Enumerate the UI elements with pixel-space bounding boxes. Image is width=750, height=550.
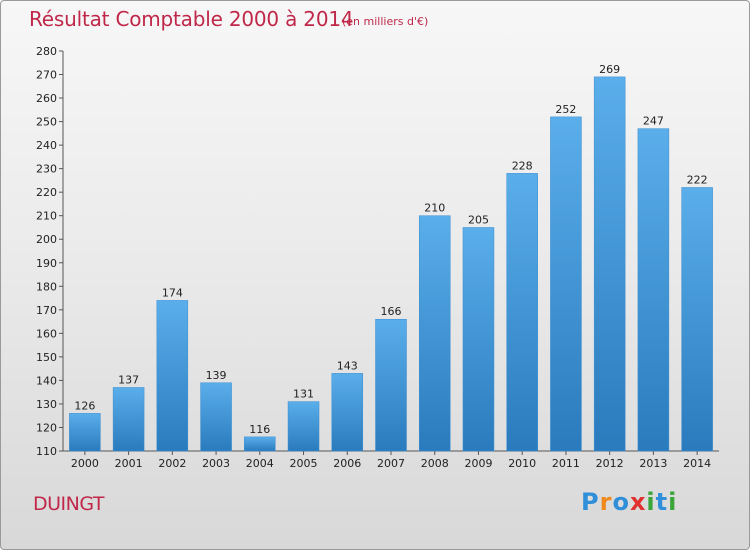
logo-letter: i [646,488,656,516]
logo-letter: x [629,488,647,516]
x-tick-label-2005: 2005 [290,457,318,470]
logo-letter: r [599,488,613,516]
bar-2005 [287,401,320,452]
y-tick-label: 120 [36,421,57,434]
y-tick-label: 240 [36,139,57,152]
y-tick-label: 260 [36,92,57,105]
logo-letter: t [655,488,669,516]
data-label-2001: 137 [118,373,139,386]
logo-letter: o [612,488,630,516]
data-label-2003: 139 [206,369,227,382]
data-label-2014: 222 [687,173,708,186]
x-tick-label-2007: 2007 [377,457,405,470]
bar-2006 [331,373,364,452]
y-tick-label: 160 [36,327,57,340]
x-tick-label-2013: 2013 [639,457,667,470]
y-tick-label: 180 [36,280,57,293]
data-label-2007: 166 [381,305,402,318]
bar-2013 [637,128,670,452]
logo-letter: P [581,488,600,516]
y-tick-label: 270 [36,69,57,82]
x-tick-label-2009: 2009 [464,457,492,470]
commune-name: DUINGT [33,493,105,515]
data-label-2012: 269 [599,63,620,76]
y-tick-label: 220 [36,186,57,199]
data-label-2002: 174 [162,286,183,299]
bar-2004 [244,436,276,452]
axes: 110 120 130 140 150 160 170 180 190 200 210 220 230 2… [36,45,719,458]
logo-letter: i [668,488,678,516]
y-tick-label: 280 [36,45,57,58]
y-tick-label: 110 [36,445,57,458]
bar-2000 [69,413,101,452]
data-label-2010: 228 [512,159,533,172]
bar-2009 [462,227,495,452]
y-tick-label: 190 [36,257,57,270]
y-tick-label: 200 [36,233,57,246]
data-label-2011: 252 [555,103,576,116]
bar-2014 [681,187,713,452]
y-tick-label: 130 [36,398,57,411]
bar-2002 [156,300,189,452]
data-label-2013: 247 [643,115,664,128]
data-label-2005: 131 [293,388,314,401]
x-tick-label-2012: 2012 [596,457,624,470]
y-tick-label: 230 [36,163,57,176]
proxiti-logo: Proxiti [581,488,677,516]
x-tick-label-2000: 2000 [71,457,99,470]
data-label-2009: 205 [468,213,489,226]
data-label-2008: 210 [424,202,445,215]
data-label-2000: 126 [74,399,95,412]
bar-2001 [112,387,145,452]
x-tick-label-2002: 2002 [158,457,186,470]
y-tick-label: 210 [36,210,57,223]
bar-2012 [593,76,626,452]
x-tick-label-2014: 2014 [683,457,711,470]
x-tick-label-2003: 2003 [202,457,230,470]
chart-unit: (en milliers d'€) [342,15,429,28]
chart-title: Résultat Comptable 2000 à 2014 [29,7,354,31]
data-label-2006: 143 [337,359,358,372]
x-tick-label-2011: 2011 [552,457,580,470]
labels: 126 2000 137 2001 174 2002 139 2003 116 2004 131 20… [71,63,711,470]
y-tick-label: 150 [36,351,57,364]
bar-2011 [550,116,582,452]
bar-2003 [200,382,232,452]
x-tick-label-2004: 2004 [246,457,274,470]
bar-2007 [375,318,407,452]
data-label-2004: 116 [249,423,270,436]
x-tick-label-2001: 2001 [115,457,143,470]
bar-2010 [506,173,538,452]
x-tick-label-2008: 2008 [421,457,449,470]
y-tick-label: 250 [36,116,57,129]
x-tick-label-2006: 2006 [333,457,361,470]
y-tick-label: 170 [36,304,57,317]
bars [69,76,713,452]
bar-2008 [418,215,451,452]
x-tick-label-2010: 2010 [508,457,536,470]
y-tick-label: 140 [36,374,57,387]
